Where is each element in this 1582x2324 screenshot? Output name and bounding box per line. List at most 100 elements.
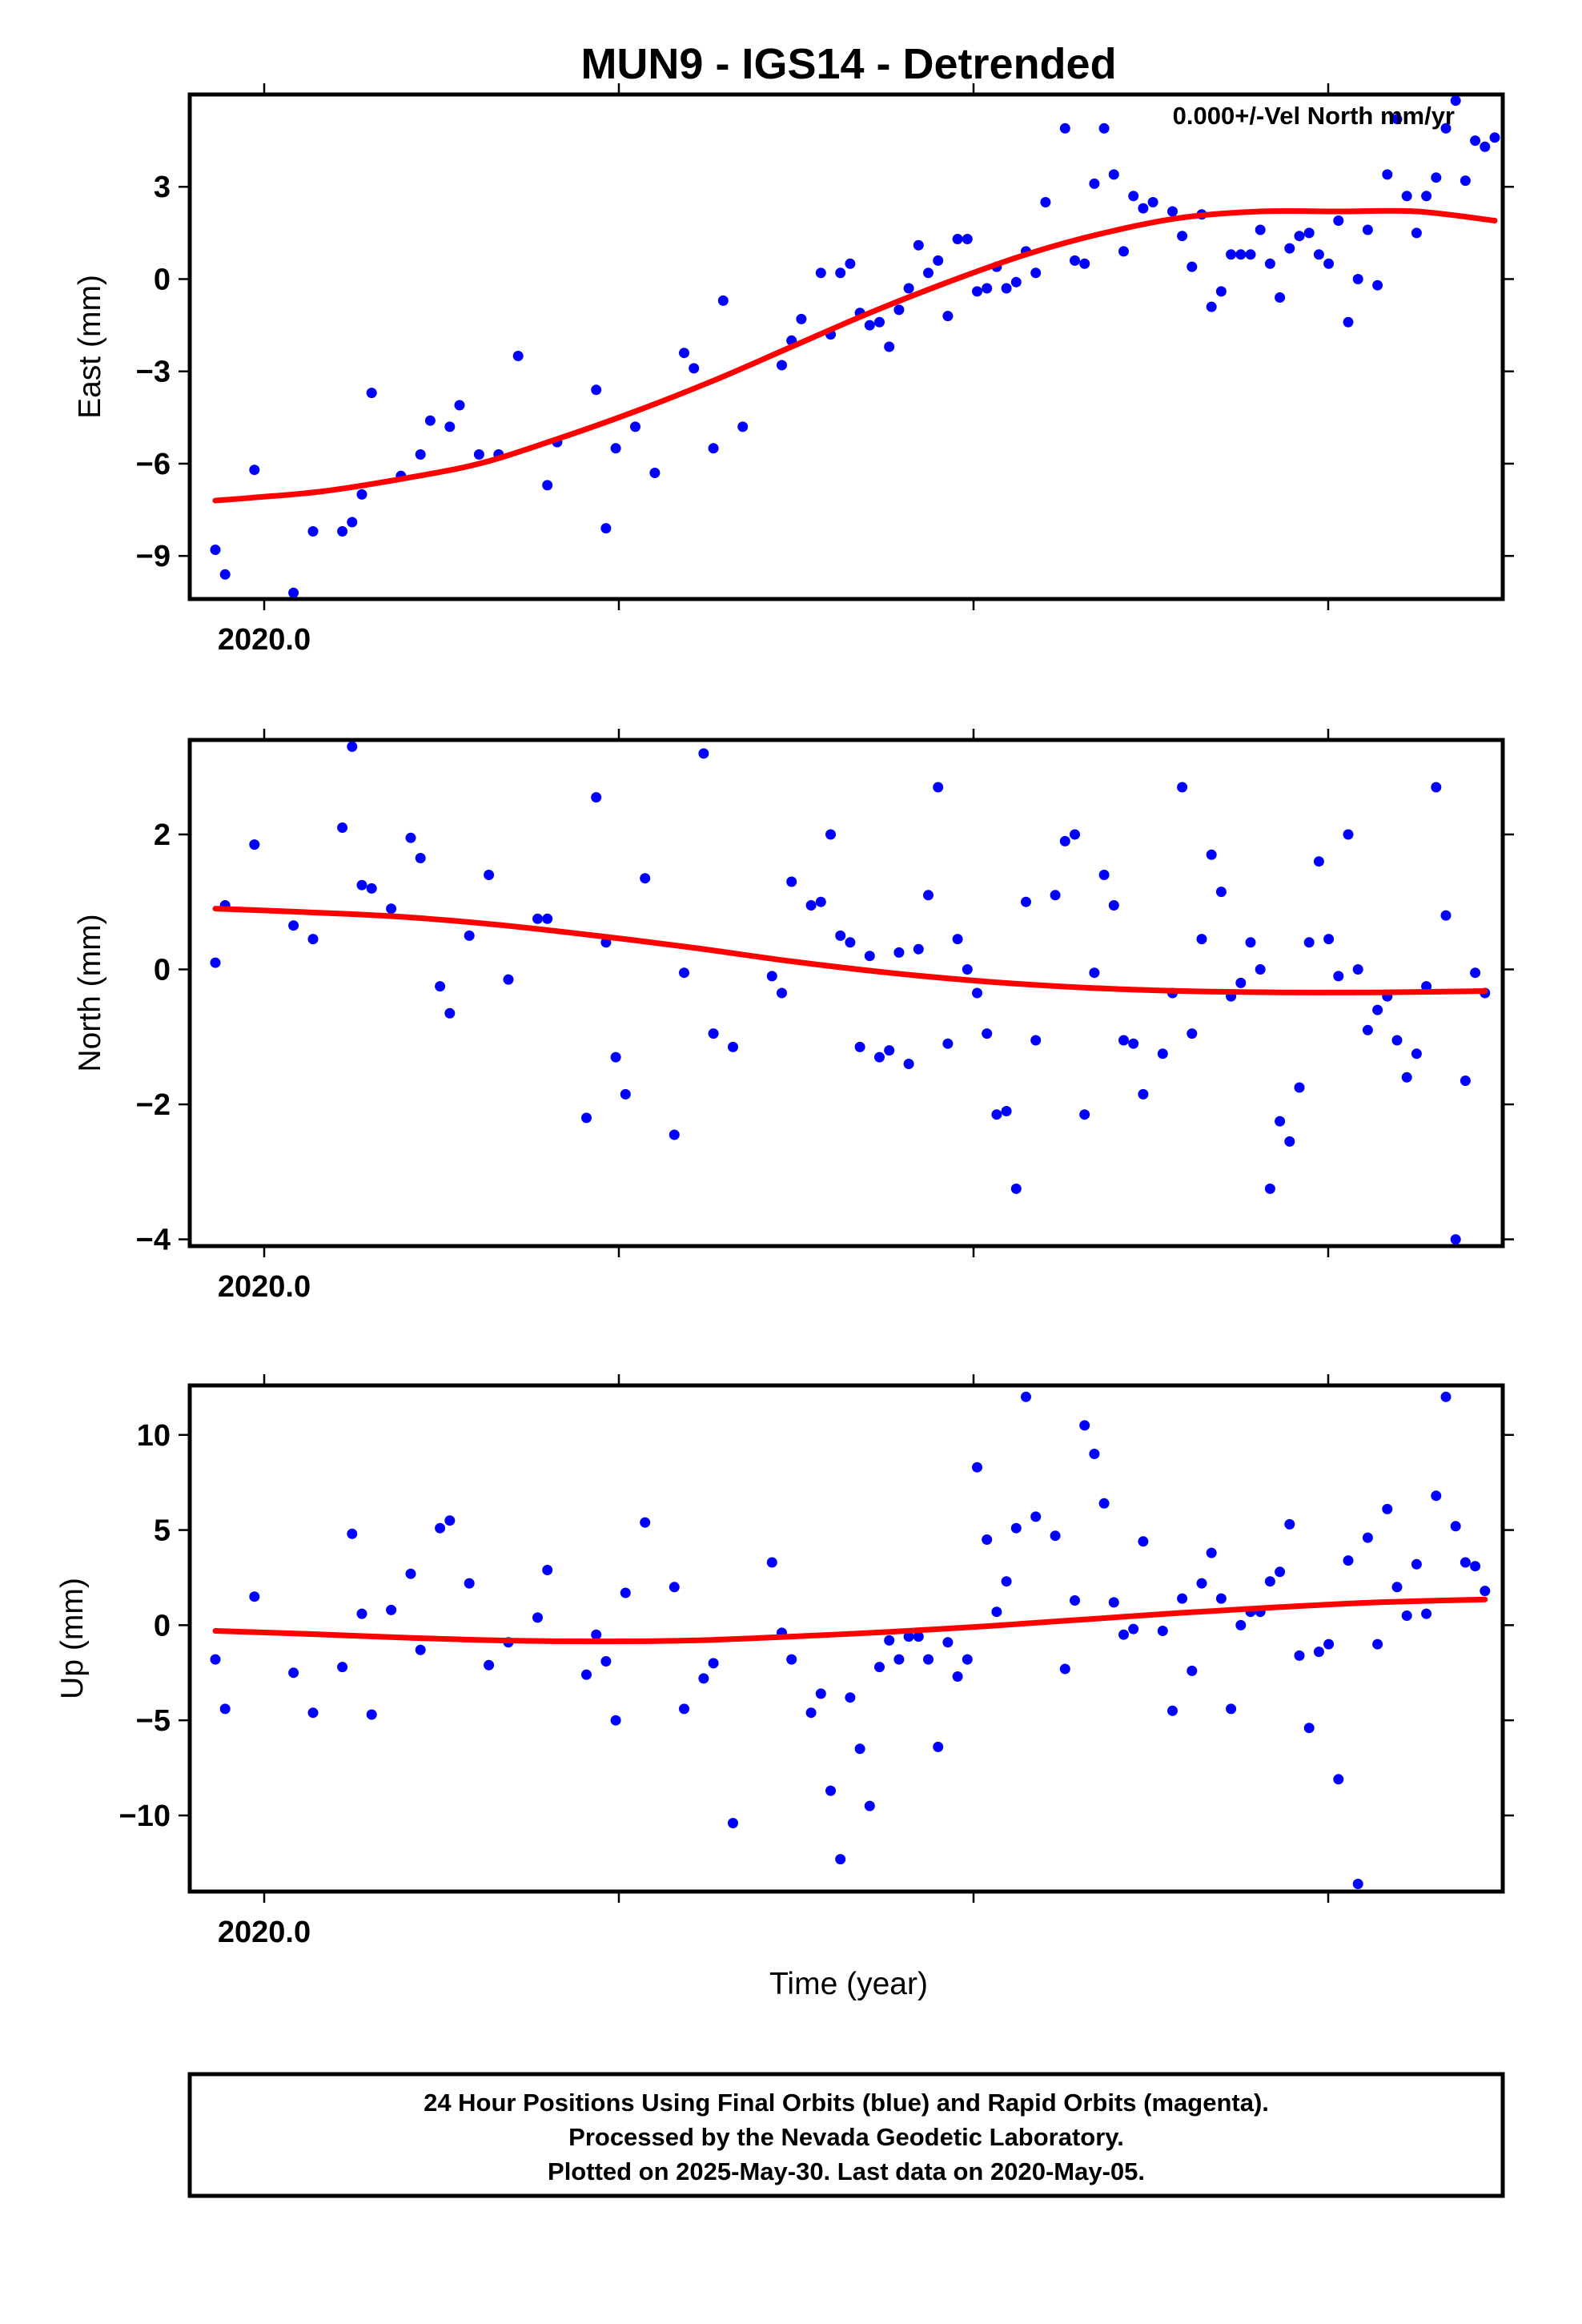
data-point — [1313, 1647, 1324, 1658]
data-point — [1157, 1626, 1168, 1636]
data-point — [1343, 829, 1354, 840]
data-point — [1186, 1665, 1198, 1676]
data-point — [1177, 231, 1188, 242]
data-point — [473, 449, 484, 460]
data-point — [366, 388, 377, 399]
data-point — [503, 974, 514, 985]
data-point — [708, 1658, 719, 1669]
data-point — [1333, 215, 1344, 226]
data-point — [1079, 258, 1090, 269]
data-point — [835, 267, 846, 279]
data-point — [1001, 1106, 1012, 1116]
data-point — [708, 443, 719, 454]
data-point — [1108, 169, 1119, 180]
data-point — [923, 890, 934, 901]
data-point — [1010, 1522, 1022, 1534]
data-point — [698, 748, 709, 759]
data-point — [1108, 1597, 1119, 1608]
data-point — [1264, 258, 1275, 269]
data-point — [210, 545, 221, 555]
y-tick-label: −10 — [119, 1799, 171, 1833]
data-point — [884, 1634, 895, 1646]
data-point — [845, 937, 856, 948]
data-point — [1001, 283, 1012, 294]
panel-2: −4 −2 0 2 2020.0 North (mm) — [73, 729, 1514, 1304]
data-point — [884, 1045, 895, 1056]
data-point — [307, 1707, 319, 1719]
data-point — [1059, 1663, 1070, 1675]
data-point — [845, 258, 856, 269]
data-point — [1070, 255, 1080, 266]
x-axis-label: Time (year) — [769, 1967, 928, 2001]
data-point — [1343, 1555, 1354, 1566]
data-point — [1235, 977, 1247, 988]
data-point — [1343, 316, 1354, 328]
data-point — [1352, 274, 1363, 284]
data-point — [1450, 1234, 1461, 1244]
data-point — [649, 468, 661, 478]
data-point — [1118, 1629, 1129, 1640]
data-point — [835, 930, 846, 941]
data-point — [542, 913, 553, 924]
data-point — [972, 286, 982, 297]
data-point — [923, 1654, 934, 1665]
data-point — [1303, 937, 1315, 948]
data-point — [903, 283, 914, 294]
data-point — [444, 1515, 456, 1526]
data-point — [1275, 1566, 1286, 1578]
y-tick-label: 0 — [154, 1609, 171, 1642]
data-point — [1323, 1638, 1335, 1650]
data-point — [386, 903, 397, 915]
data-point — [1284, 1136, 1295, 1147]
data-point — [1440, 123, 1452, 134]
footer-box — [187, 2072, 1505, 2198]
data-point — [1303, 227, 1315, 239]
data-point — [903, 1059, 914, 1069]
data-point — [1391, 1035, 1403, 1046]
data-point — [1411, 1048, 1422, 1059]
data-point — [600, 1656, 612, 1667]
y-tick-label: −2 — [136, 1088, 171, 1122]
data-point — [1177, 782, 1188, 793]
y-tick-label: 0 — [154, 954, 171, 987]
panel-3: −10 −5 0 5 10 2020.0 Up (mm) — [55, 1374, 1514, 1949]
data-point — [1255, 964, 1266, 975]
data-point — [610, 443, 621, 454]
data-point — [1421, 1608, 1432, 1619]
data-point — [1333, 1774, 1344, 1785]
y-tick-label: −4 — [136, 1224, 171, 1257]
data-point — [249, 464, 260, 476]
data-point — [982, 1534, 993, 1545]
data-point — [942, 1637, 954, 1648]
data-point — [1352, 964, 1363, 975]
data-point — [1059, 123, 1070, 134]
data-point — [884, 341, 895, 352]
data-point — [864, 951, 875, 962]
data-point — [1059, 835, 1070, 846]
data-point — [435, 981, 446, 992]
data-point — [1070, 829, 1080, 840]
data-point — [991, 1606, 1002, 1618]
data-point — [698, 1673, 709, 1684]
fit-line — [212, 207, 1498, 504]
data-point — [1470, 135, 1481, 147]
data-point — [444, 1007, 456, 1019]
data-point — [845, 1692, 856, 1703]
data-point — [864, 320, 875, 331]
data-point — [825, 1785, 836, 1796]
data-point — [1089, 967, 1100, 979]
data-point — [815, 896, 826, 907]
data-point — [219, 1703, 231, 1715]
fit-line — [212, 1596, 1488, 1645]
data-point — [1303, 1723, 1315, 1734]
data-point — [1245, 249, 1256, 260]
data-point — [1040, 197, 1051, 207]
data-point — [630, 421, 640, 432]
data-point — [1167, 206, 1178, 217]
data-point — [1421, 191, 1432, 202]
data-point — [1021, 1391, 1031, 1402]
data-point — [1070, 1595, 1080, 1606]
data-point — [991, 1109, 1002, 1120]
plot-frame — [187, 1383, 1505, 1894]
data-point — [1352, 1879, 1363, 1889]
